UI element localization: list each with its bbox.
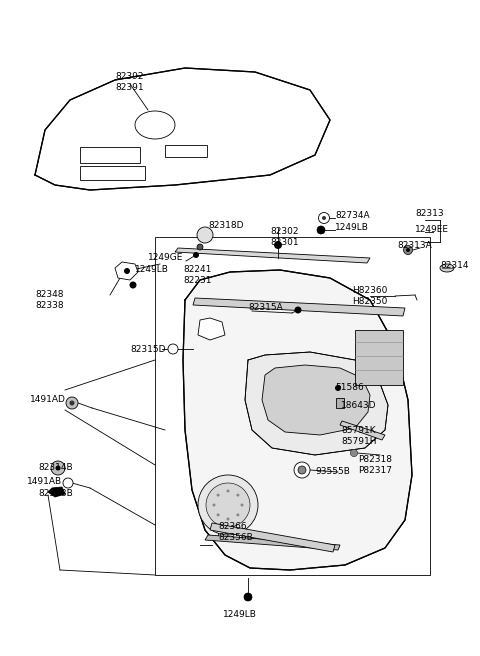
- Text: 82302
82301: 82302 82301: [270, 227, 299, 247]
- Circle shape: [168, 344, 178, 354]
- Polygon shape: [193, 298, 405, 316]
- Text: H82360
H82350: H82360 H82350: [352, 286, 387, 306]
- Circle shape: [317, 226, 325, 234]
- Polygon shape: [262, 365, 370, 435]
- Circle shape: [404, 245, 412, 255]
- Text: 51586: 51586: [335, 384, 364, 392]
- Circle shape: [335, 385, 341, 391]
- Polygon shape: [245, 352, 388, 455]
- Circle shape: [227, 489, 229, 493]
- Bar: [80, 166, 145, 180]
- Polygon shape: [115, 262, 138, 280]
- Circle shape: [130, 281, 136, 289]
- Text: 82392
82391: 82392 82391: [116, 72, 144, 92]
- Circle shape: [66, 397, 78, 409]
- Bar: [336, 398, 344, 408]
- Text: 82313B: 82313B: [38, 489, 73, 499]
- Circle shape: [56, 466, 60, 470]
- Ellipse shape: [440, 264, 454, 272]
- Circle shape: [322, 216, 326, 220]
- Circle shape: [240, 504, 243, 506]
- Polygon shape: [198, 318, 225, 340]
- Circle shape: [216, 514, 220, 516]
- Bar: [355, 330, 403, 385]
- Circle shape: [193, 252, 199, 258]
- Text: 82313A: 82313A: [397, 241, 432, 251]
- Text: 85791K
85791H: 85791K 85791H: [341, 426, 376, 446]
- Text: 82314: 82314: [440, 262, 468, 270]
- Text: 1491AD: 1491AD: [30, 396, 66, 405]
- Circle shape: [406, 248, 410, 252]
- Circle shape: [317, 226, 325, 234]
- Polygon shape: [340, 421, 385, 440]
- Text: 82366
82356B: 82366 82356B: [218, 522, 253, 542]
- Circle shape: [350, 449, 358, 457]
- Circle shape: [227, 518, 229, 520]
- Bar: [155, 237, 430, 575]
- Text: 82241
82231: 82241 82231: [183, 265, 212, 285]
- Polygon shape: [175, 248, 370, 263]
- Circle shape: [236, 514, 240, 516]
- Circle shape: [63, 478, 73, 488]
- Circle shape: [198, 475, 258, 535]
- Text: 1249EE: 1249EE: [415, 224, 449, 234]
- Text: 1249LB: 1249LB: [335, 224, 369, 232]
- Circle shape: [298, 466, 306, 474]
- Circle shape: [51, 461, 65, 475]
- Circle shape: [213, 504, 216, 506]
- Polygon shape: [210, 523, 335, 552]
- Circle shape: [274, 241, 282, 249]
- Circle shape: [197, 227, 213, 243]
- Circle shape: [206, 483, 250, 527]
- Circle shape: [350, 449, 358, 457]
- Text: P82318
P82317: P82318 P82317: [358, 455, 392, 475]
- Polygon shape: [205, 535, 340, 550]
- Ellipse shape: [135, 111, 175, 139]
- Text: 1491AB: 1491AB: [27, 476, 62, 485]
- Circle shape: [244, 593, 252, 601]
- Circle shape: [236, 493, 240, 497]
- Text: 1249GE: 1249GE: [148, 253, 183, 262]
- Text: 1249LB: 1249LB: [223, 610, 257, 619]
- Circle shape: [244, 593, 252, 601]
- Bar: [165, 145, 207, 157]
- Text: 82318D: 82318D: [208, 220, 243, 230]
- Text: 82314B: 82314B: [38, 464, 72, 472]
- Text: 1249LB: 1249LB: [135, 264, 169, 274]
- Text: 82315D: 82315D: [130, 344, 166, 354]
- Polygon shape: [183, 270, 412, 570]
- Circle shape: [197, 244, 203, 250]
- Circle shape: [216, 493, 220, 497]
- Text: 82734A: 82734A: [335, 211, 370, 220]
- Text: 82348
82338: 82348 82338: [35, 290, 64, 310]
- Circle shape: [319, 213, 329, 224]
- Circle shape: [70, 401, 74, 405]
- Text: 82313: 82313: [415, 209, 444, 218]
- Circle shape: [294, 462, 310, 478]
- Text: 93555B: 93555B: [315, 468, 350, 476]
- Polygon shape: [35, 68, 330, 190]
- Polygon shape: [48, 487, 65, 497]
- Circle shape: [404, 245, 412, 255]
- Circle shape: [295, 306, 301, 314]
- Circle shape: [197, 244, 203, 250]
- Circle shape: [124, 268, 130, 274]
- Text: 18643D: 18643D: [341, 401, 376, 409]
- Text: 82315A: 82315A: [248, 304, 283, 312]
- Bar: [80, 147, 140, 163]
- Circle shape: [335, 385, 341, 391]
